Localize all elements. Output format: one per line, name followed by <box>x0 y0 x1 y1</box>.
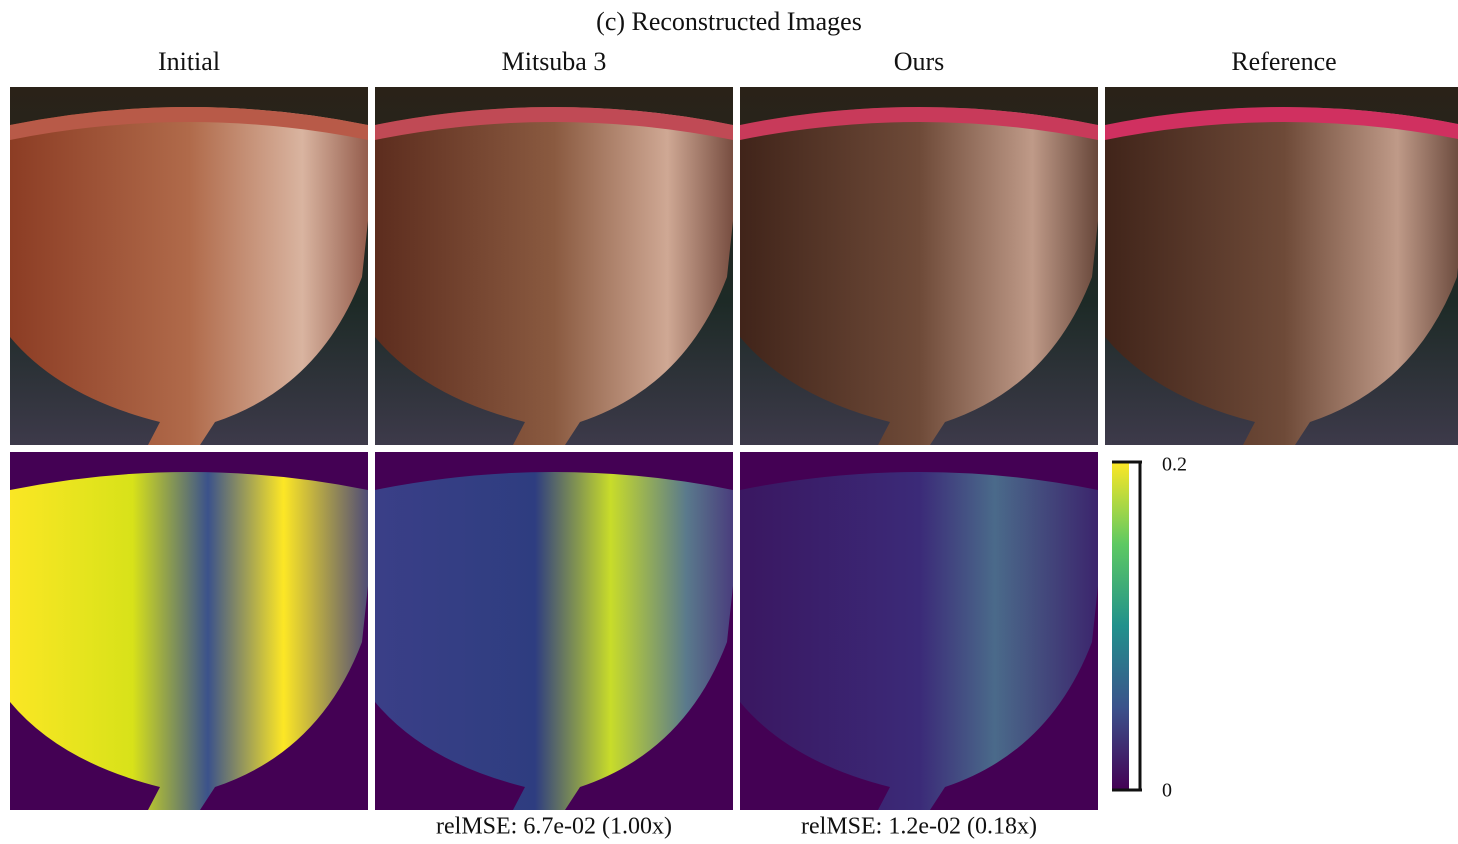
render-image <box>0 87 378 445</box>
error-map <box>0 452 378 810</box>
figure: (c) Reconstructed Images Initial Mitsuba… <box>0 0 1458 844</box>
caption: relMSE: 1.2e-02 (0.18x) <box>801 814 1037 840</box>
colorbar-label: 0 <box>1162 780 1172 802</box>
column-header: Mitsuba 3 <box>502 47 607 76</box>
render-image <box>365 87 743 445</box>
render-image <box>730 87 1108 445</box>
colorbar-label: 0.2 <box>1162 454 1187 476</box>
error-map <box>730 452 1108 810</box>
figure-title: (c) Reconstructed Images <box>596 7 862 36</box>
error-map <box>365 452 743 810</box>
colorbar <box>1112 462 1129 790</box>
render-image <box>1095 87 1458 445</box>
column-header: Ours <box>894 47 945 76</box>
column-header: Initial <box>158 47 220 76</box>
column-header: Reference <box>1231 47 1336 76</box>
caption: relMSE: 6.7e-02 (1.00x) <box>436 814 672 840</box>
